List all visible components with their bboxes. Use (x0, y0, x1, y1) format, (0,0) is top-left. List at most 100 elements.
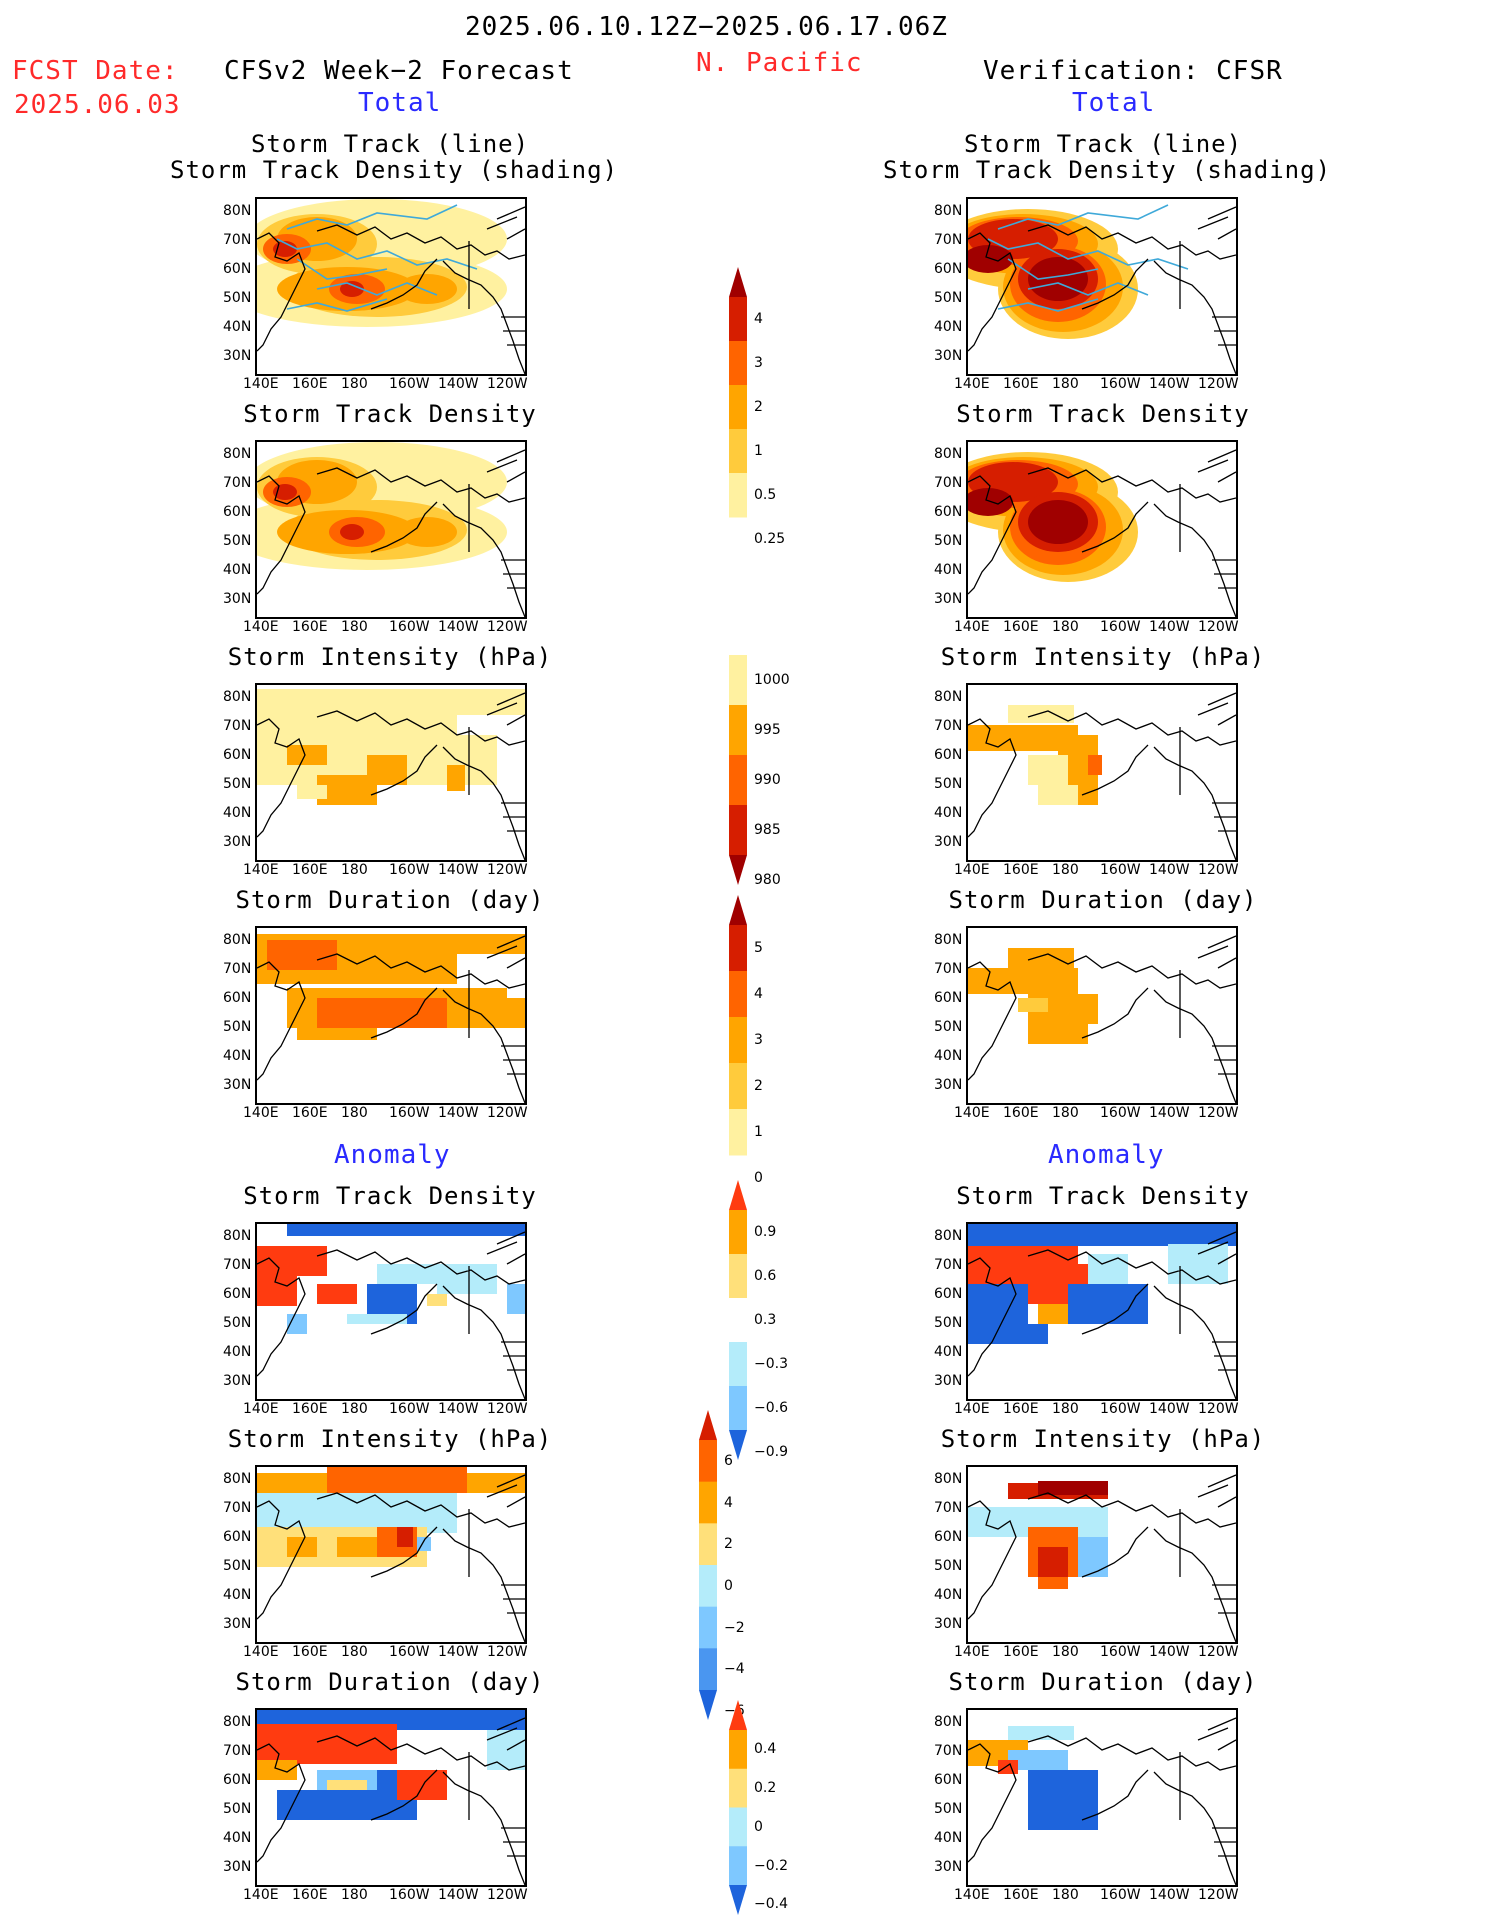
colorbar-label: −0.2 (754, 1857, 788, 1874)
coastline (257, 206, 525, 374)
lon-label: 160E (1003, 1887, 1039, 1903)
shading-region (397, 274, 457, 304)
colorbar-label: 5 (754, 940, 763, 956)
grid-cell (1038, 785, 1078, 805)
lat-label: 80N (223, 446, 252, 462)
lon-label: 120W (487, 1105, 528, 1121)
colorbar-segment (699, 1523, 717, 1566)
grid-cell (257, 1760, 297, 1780)
lon-label: 180 (341, 376, 368, 392)
colorbar-segment (699, 1648, 717, 1691)
map-duration-forecast (255, 926, 527, 1105)
colorbar-tip-bottom (729, 1885, 747, 1915)
colorbar-tip-top (729, 895, 747, 925)
lat-label: 80N (223, 689, 252, 705)
grid-cell (427, 1294, 447, 1306)
coastline (968, 1231, 1236, 1399)
lon-label: 160W (389, 619, 430, 635)
lon-label: 160W (1100, 619, 1141, 635)
grid-cell (397, 1770, 447, 1800)
title-intensity-anom-left: Storm Intensity (hPa) (227, 1425, 553, 1453)
lat-label: 40N (934, 1587, 963, 1603)
colorbar-label: 2 (754, 1078, 763, 1094)
storm-track-lines (987, 204, 1189, 312)
lon-label: 120W (1198, 1644, 1239, 1660)
lat-label: 80N (934, 932, 963, 948)
colorbar-segment (729, 925, 747, 972)
lat-label: 30N (223, 1373, 252, 1389)
lat-label: 70N (934, 1257, 963, 1273)
lat-label: 40N (934, 1344, 963, 1360)
map-density-verification (966, 440, 1238, 619)
grid-cell (287, 745, 327, 765)
lon-label: 160W (1100, 1644, 1141, 1660)
coastline (257, 1474, 525, 1642)
colorbar-segment (729, 805, 747, 856)
lat-label: 50N (934, 1019, 963, 1035)
lon-label: 140E (243, 376, 279, 392)
lon-label: 120W (1198, 862, 1239, 878)
grid-cell (507, 1284, 525, 1314)
lat-label: 50N (934, 1801, 963, 1817)
map-shading (968, 935, 1236, 1103)
lat-label: 50N (223, 1315, 252, 1331)
lat-label: 40N (934, 319, 963, 335)
grid-cell (287, 1537, 317, 1557)
lat-label: 70N (934, 475, 963, 491)
title-density-anom-right: Storm Track Density (956, 1182, 1250, 1210)
grid-cell (297, 1028, 377, 1040)
lon-label: 160E (292, 1401, 328, 1417)
lon-label: 180 (341, 862, 368, 878)
map-intensity-anomaly-verification (966, 1465, 1238, 1644)
title-intensity-left: Storm Intensity (hPa) (227, 643, 553, 671)
colorbar-segment (729, 385, 747, 430)
colorbar-segment (729, 1386, 747, 1431)
lon-label: 160E (1003, 1401, 1039, 1417)
lat-label: 40N (934, 1830, 963, 1846)
map-density-anomaly-forecast (255, 1222, 527, 1401)
colorbar-intensity-total (729, 655, 747, 885)
lat-label: 30N (934, 1859, 963, 1875)
colorbar-segment (699, 1565, 717, 1608)
lat-label: 30N (934, 1616, 963, 1632)
lon-label: 140W (438, 619, 479, 635)
grid-cell (257, 689, 525, 715)
lat-label: 30N (934, 591, 963, 607)
colorbar-label: 980 (754, 872, 781, 888)
colorbar-segment (699, 1481, 717, 1524)
colorbar-label: 0 (724, 1577, 733, 1594)
lat-label: 30N (934, 1373, 963, 1389)
colorbar-segment (729, 1210, 747, 1255)
lat-label: 70N (934, 718, 963, 734)
colorbar-segment (729, 705, 747, 756)
grid-cell (1038, 1547, 1068, 1577)
map-duration-anomaly-forecast (255, 1708, 527, 1887)
colorbar-segment (729, 971, 747, 1018)
lat-label: 60N (223, 1286, 252, 1302)
lat-label: 60N (934, 1529, 963, 1545)
colorbar-duration-total (729, 895, 747, 1156)
map-shading (968, 692, 1236, 860)
colorbar-label: 0 (754, 1818, 763, 1835)
lat-label: 80N (223, 932, 252, 948)
lon-label: 120W (487, 1401, 528, 1417)
lat-label: 30N (223, 834, 252, 850)
left-column-title: CFSv2 Week−2 Forecast (224, 56, 574, 86)
grid-cell (367, 755, 407, 785)
lon-label: 120W (1198, 1401, 1239, 1417)
coastline (968, 449, 1236, 617)
coastline (257, 1231, 525, 1399)
colorbar-label: 0 (754, 1170, 763, 1186)
lon-label: 140E (954, 1105, 990, 1121)
lat-label: 70N (223, 1257, 252, 1273)
fcst-date-value: 2025.06.03 (14, 90, 181, 120)
grid-cell (377, 1264, 437, 1284)
title-duration-anom-left: Storm Duration (day) (235, 1668, 545, 1696)
map-shading (968, 1224, 1236, 1399)
colorbar-segment (729, 755, 747, 806)
shading-region (397, 517, 457, 547)
lon-label: 180 (1052, 1887, 1079, 1903)
lat-label: 60N (934, 990, 963, 1006)
lon-label: 160E (292, 1887, 328, 1903)
grid-cell (447, 765, 465, 791)
